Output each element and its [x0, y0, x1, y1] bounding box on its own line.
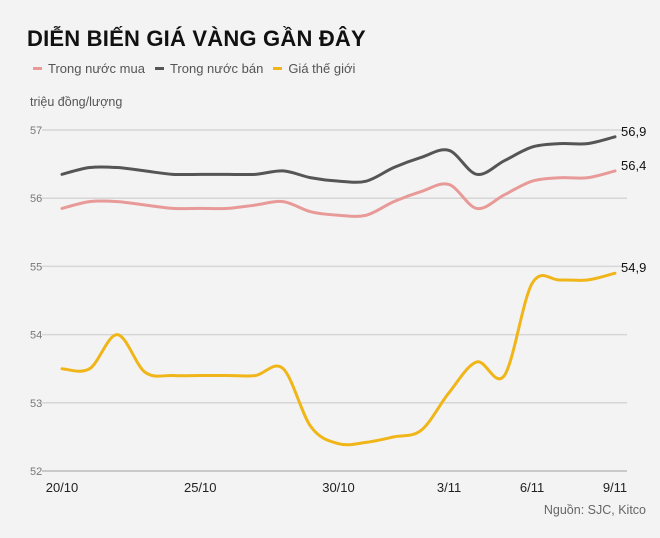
series-line-1 [60, 135, 617, 184]
legend-label: Trong nước bán [169, 61, 264, 76]
legend-label: Giá thế giới [288, 61, 356, 76]
x-tick-label: 20/10 [46, 480, 79, 495]
y-tick-label: 54 [30, 330, 42, 342]
series-line-2 [60, 271, 617, 447]
x-tick-label: 3/11 [437, 480, 461, 495]
x-tick-label: 30/10 [322, 480, 355, 495]
legend-item-buy: Trong nước mua [33, 61, 145, 76]
legend-item-sell: Trong nước bán [154, 61, 264, 76]
y-tick-label: 53 [30, 398, 42, 410]
legend-swatch [154, 67, 164, 70]
source-note: Nguồn: SJC, Kitco [543, 503, 646, 517]
end-value-label: 56,9 [621, 124, 646, 139]
y-tick-label: 57 [30, 125, 42, 137]
end-value-label: 56,4 [621, 158, 646, 173]
legend-label: Trong nước mua [48, 61, 145, 76]
end-value-label: 54,9 [621, 260, 646, 275]
legend-swatch [273, 67, 283, 70]
y-tick-label: 52 [30, 466, 42, 478]
y-tick-label: 56 [30, 193, 42, 205]
y-tick-label: 55 [30, 261, 42, 273]
x-tick-label: 25/10 [184, 480, 217, 495]
series-line-0 [60, 169, 617, 218]
x-tick-label: 6/11 [520, 480, 544, 495]
y-axis-unit: triệu đồng/lượng [30, 95, 123, 109]
legend: Trong nước mua Trong nước bán Giá thế gi… [33, 61, 355, 76]
legend-swatch [33, 67, 42, 70]
x-tick-label: 9/11 [603, 480, 627, 495]
legend-item-world: Giá thế giới [273, 61, 355, 76]
chart-title: DIỄN BIẾN GIÁ VÀNG GẦN ĐÂY [27, 26, 366, 51]
